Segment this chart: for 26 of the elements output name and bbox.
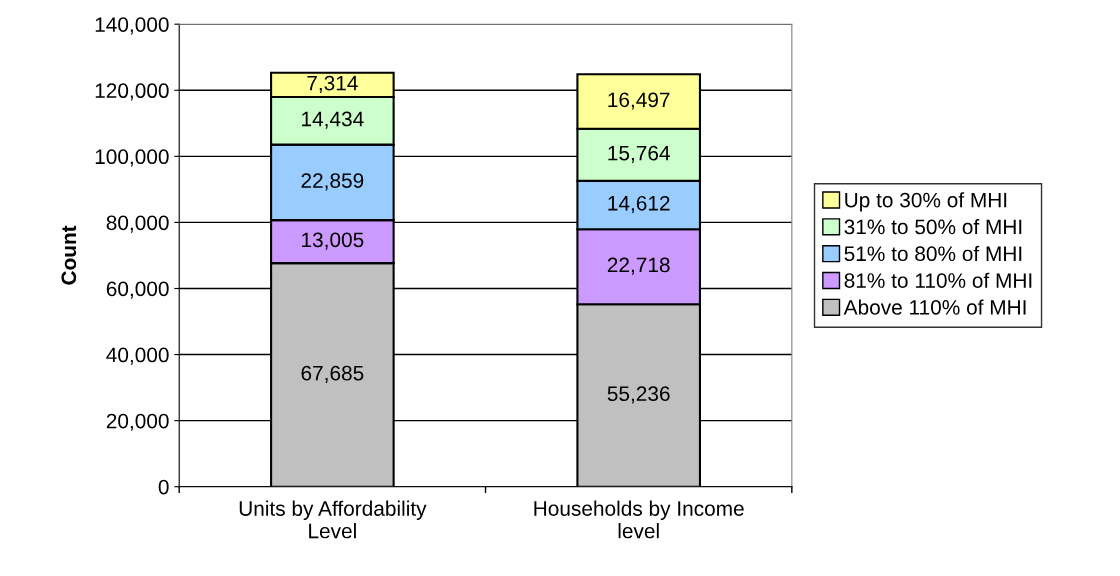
x-tick-label: Units by Affordability Level xyxy=(239,500,427,539)
y-axis-title: Count xyxy=(61,225,77,285)
legend-label: 31% to 50% of MHI xyxy=(844,219,1022,235)
y-tick-label: 0 xyxy=(158,479,169,495)
data-label: 22,718 xyxy=(607,257,670,275)
y-tick-label: 100,000 xyxy=(95,149,169,167)
data-label: 15,764 xyxy=(608,145,670,163)
data-label: 14,434 xyxy=(302,111,364,129)
data-label: 13,005 xyxy=(302,232,364,250)
y-tick-label: 80,000 xyxy=(106,215,169,233)
data-label: 16,497 xyxy=(608,92,670,110)
y-tick-label: 40,000 xyxy=(106,347,169,365)
x-tick-label: Households by Income level xyxy=(534,500,744,539)
data-label: 22,859 xyxy=(301,173,364,191)
y-tick-label: 120,000 xyxy=(95,83,169,101)
legend-label: Up to 30% of MHI xyxy=(845,192,1007,212)
y-tick-label: 140,000 xyxy=(95,17,169,35)
data-label: 67,685 xyxy=(301,365,364,383)
legend-label: 81% to 110% of MHI xyxy=(844,272,1032,288)
y-tick-label: 60,000 xyxy=(106,281,169,299)
data-label: 14,612 xyxy=(608,195,670,214)
data-label: 7,314 xyxy=(307,75,358,93)
data-label: 55,236 xyxy=(607,386,670,404)
legend-label: 51% to 80% of MHI xyxy=(844,245,1022,262)
legend-label: Above 110% of MHI xyxy=(843,299,1026,315)
y-tick-label: 20,000 xyxy=(106,413,169,431)
